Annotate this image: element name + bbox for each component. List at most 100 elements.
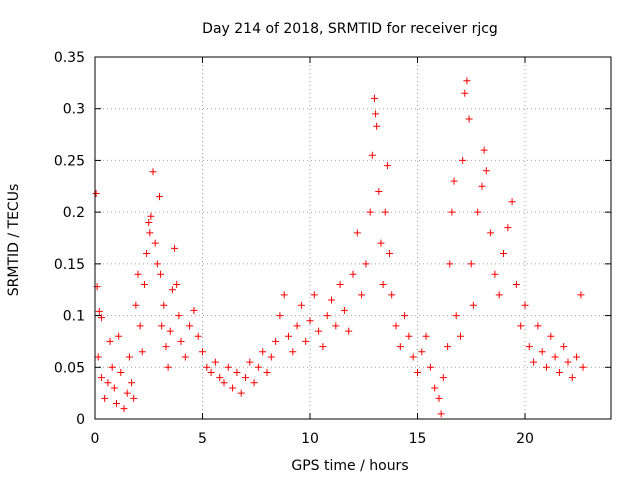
data-point [478,182,486,190]
data-point [242,374,249,382]
data-point [482,167,490,175]
data-point [293,322,301,330]
data-point [110,384,118,392]
data-point [547,332,555,340]
data-point [128,379,136,387]
data-point [379,281,387,289]
data-point [386,250,394,258]
data-point [136,322,144,330]
data-point [95,307,103,315]
data-point [534,322,542,330]
data-point [211,358,219,366]
data-point [156,193,163,201]
data-point [158,322,166,330]
data-point [525,343,533,351]
y-tick-label: 0.2 [63,205,85,221]
data-point [151,239,159,247]
data-point [164,363,172,371]
data-point [474,208,482,216]
data-point [181,353,189,361]
data-point [560,343,568,351]
data-point [285,332,292,340]
data-point [422,332,430,340]
data-point [153,260,161,268]
data-point [579,363,587,371]
data-point [132,301,140,309]
data-point [147,212,155,220]
y-tick-label: 0.25 [54,153,85,169]
x-tick-label: 5 [198,431,207,447]
data-point [186,322,194,330]
data-point [568,374,576,382]
data-point [130,394,138,402]
data-point [495,291,503,299]
data-point [323,312,331,320]
data-point [409,353,417,361]
data-point [229,384,237,392]
y-axis-label: SRMTID / TECUs [6,184,22,297]
y-tick-label: 0.35 [54,50,85,66]
data-point [101,394,109,402]
data-point [444,343,452,351]
data-point [388,291,396,299]
data-point [487,229,495,237]
data-point [203,363,211,371]
data-point [512,281,520,289]
data-point [332,322,340,330]
x-tick-label: 0 [91,431,100,447]
data-point [461,89,469,97]
y-tick-label: 0.05 [54,360,85,376]
data-point [521,301,529,309]
data-point [143,250,151,258]
data-point [237,389,245,397]
data-point [551,353,559,361]
data-point [366,208,374,216]
data-point [405,332,413,340]
data-point [115,332,123,340]
data-point [353,229,361,237]
data-point [517,322,525,330]
data-point [310,291,318,299]
data-point [173,281,181,289]
data-point [315,327,323,335]
data-point [162,343,170,351]
data-point [280,291,288,299]
data-point [555,368,563,376]
data-point [371,94,378,102]
data-point [457,332,464,340]
data-point [302,337,310,345]
plot-frame [94,56,612,420]
data-point [336,281,344,289]
data-point [372,110,380,118]
data-point [125,353,133,361]
y-tick-label: 0.15 [54,257,85,273]
y-tick-label: 0.3 [63,102,85,118]
data-points [92,77,587,418]
data-point [437,410,445,418]
data-point [448,208,456,216]
x-axis-label: GPS time / hours [291,458,408,474]
data-point [538,348,546,356]
data-point [446,260,454,268]
data-point [207,368,215,376]
data-point [375,187,383,195]
data-point [426,363,434,371]
data-point [500,250,507,258]
data-point [108,363,116,371]
data-point [530,358,538,366]
data-point [220,379,228,387]
data-point [120,405,128,413]
data-point [145,218,153,226]
data-point [117,368,125,376]
data-point [92,190,100,198]
data-point [459,156,467,164]
data-point [450,177,458,185]
data-point [306,317,314,325]
data-point [345,327,353,335]
data-point [224,363,232,371]
data-point [233,368,241,376]
data-point [465,115,473,123]
data-point [383,162,391,170]
data-point [149,168,157,176]
data-point [97,314,105,322]
